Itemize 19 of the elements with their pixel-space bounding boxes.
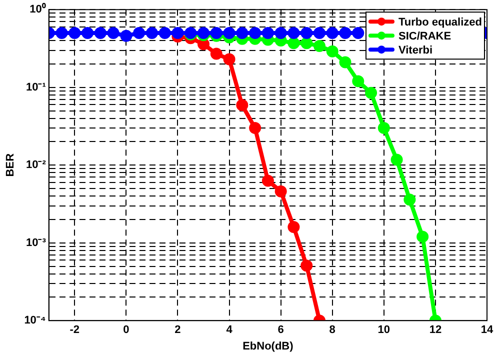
legend-label: Viterbi bbox=[398, 44, 433, 57]
y-axis-title: BER bbox=[4, 153, 17, 177]
x-tick-label: 4 bbox=[226, 324, 234, 336]
x-tick-label: 10 bbox=[378, 324, 390, 336]
y-tick-label: 10⁻² bbox=[26, 159, 46, 172]
x-tick-label: 0 bbox=[123, 324, 130, 336]
y-tick-label: 10⁻⁴ bbox=[24, 314, 46, 327]
y-tick-label: 10⁻¹ bbox=[26, 81, 46, 94]
legend-label: Turbo equalized bbox=[398, 16, 482, 29]
x-axis-title: EbNo(dB) bbox=[242, 340, 294, 352]
x-tick-label: 8 bbox=[329, 324, 336, 336]
x-tick-label: 12 bbox=[429, 324, 442, 336]
x-tick-label: 2 bbox=[174, 324, 181, 336]
legend-label: SIC/RAKE bbox=[398, 30, 452, 43]
y-tick-label: 10⁰ bbox=[30, 2, 46, 16]
x-tick-label: 6 bbox=[278, 324, 284, 336]
x-tick-label: -2 bbox=[70, 324, 80, 336]
y-tick-label: 10⁻³ bbox=[26, 236, 46, 249]
x-tick-label: 14 bbox=[480, 324, 494, 336]
